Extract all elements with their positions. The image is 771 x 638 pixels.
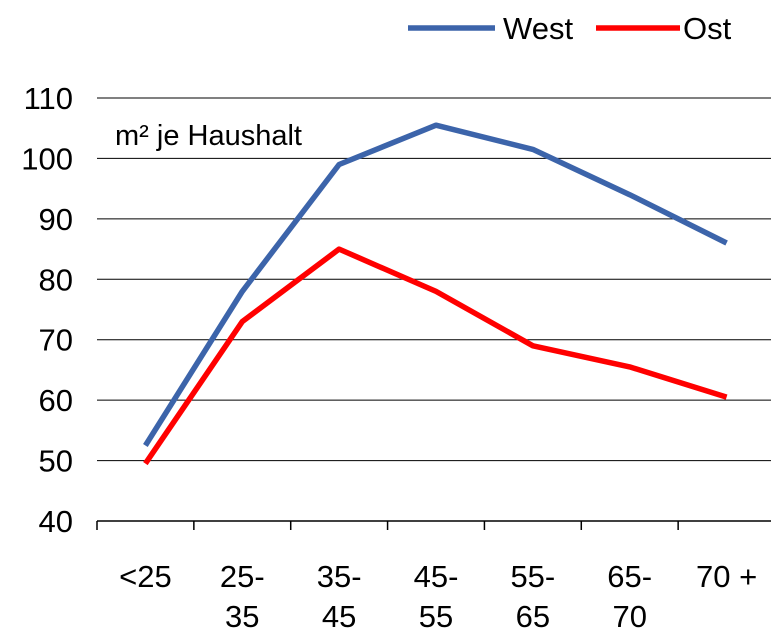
x-tick-label: 55-65: [510, 559, 555, 634]
x-tick-label-line: 70: [612, 599, 646, 634]
y-tick-label: 80: [39, 262, 73, 297]
legend-label-ost: Ost: [683, 11, 732, 46]
y-tick-label: 50: [39, 444, 73, 479]
x-tick-label-line: 35: [225, 599, 259, 634]
y-tick-label: 90: [39, 202, 73, 237]
y-axis: 40 50 60 70 80 90 100 110: [21, 81, 73, 539]
x-tick-label: 45-55: [414, 559, 459, 634]
x-tick-label-line: 35-: [317, 559, 362, 594]
x-tick-label-line: 45-: [414, 559, 459, 594]
x-tick-label-line: 55: [419, 599, 453, 634]
x-tick-label-line: 25-: [220, 559, 265, 594]
x-tick-label-line: 65-: [607, 559, 652, 594]
x-tick-label: <25: [119, 559, 172, 594]
gridlines: [97, 97, 771, 462]
x-tick-label: 65-70: [607, 559, 652, 634]
y-tick-label: 60: [39, 383, 73, 418]
chart-annotation: m² je Haushalt: [115, 120, 302, 152]
y-tick-label: 110: [24, 81, 73, 116]
x-tick-label-line: 45: [322, 599, 356, 634]
x-tick-label-line: 55-: [510, 559, 555, 594]
y-tick-label: 70: [39, 323, 73, 358]
legend: West Ost: [408, 11, 732, 46]
x-tick-label-line: 70 +: [696, 559, 757, 594]
series-line-ost: [143, 246, 728, 466]
legend-label-west: West: [503, 11, 573, 46]
series-lines: [143, 122, 728, 466]
x-tick-label: 35-45: [317, 559, 362, 634]
series-line-west: [143, 122, 728, 447]
x-tick-label-line: <25: [119, 559, 172, 594]
x-tick-label: 70 +: [696, 559, 757, 594]
x-tick-label: 25-35: [220, 559, 265, 634]
y-tick-label: 100: [21, 141, 73, 176]
x-axis: [96, 520, 771, 530]
y-tick-label: 40: [39, 504, 73, 539]
x-tick-label-line: 65: [516, 599, 550, 634]
